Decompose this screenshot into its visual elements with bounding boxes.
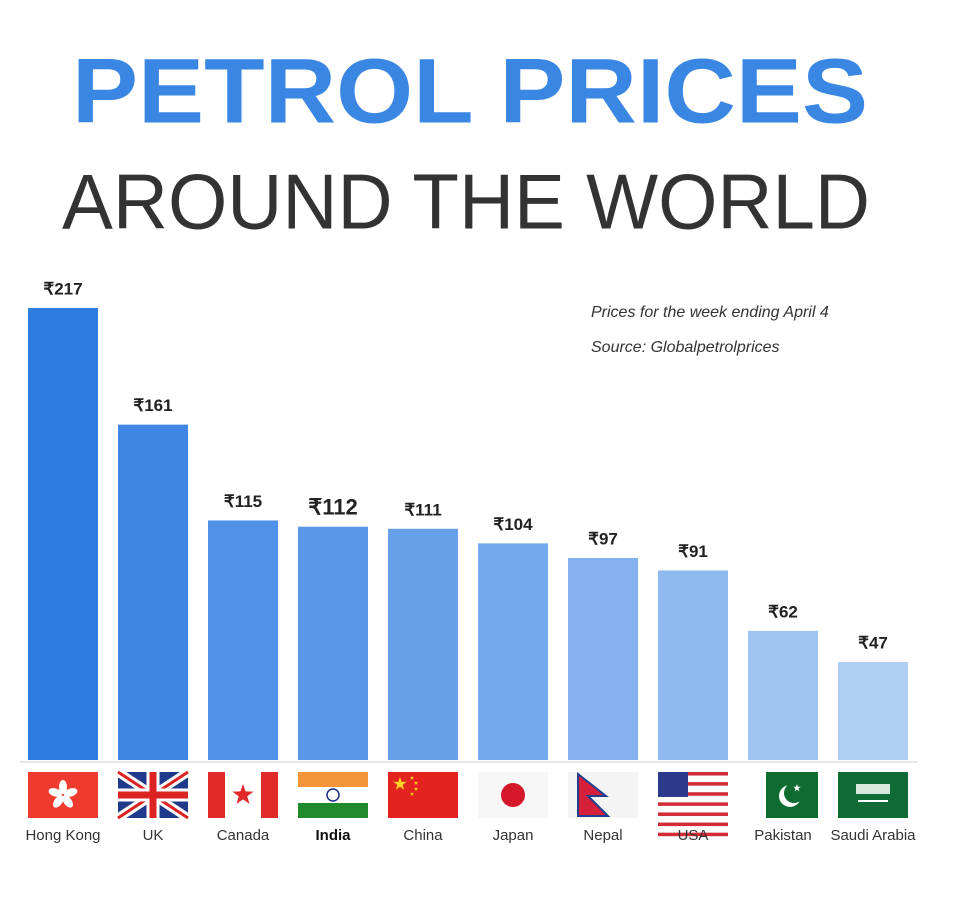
x-tick-label: Hong Kong [25, 827, 100, 844]
flag [208, 772, 278, 818]
flag-band [748, 772, 766, 818]
flag-leaf [232, 784, 254, 804]
flag-pennant [577, 771, 611, 817]
flag-bg [838, 772, 908, 818]
flag-petal [59, 780, 67, 794]
flag [115, 768, 191, 822]
flag [658, 772, 728, 837]
flag-band [261, 772, 278, 818]
bar [118, 424, 188, 760]
value-label: ₹91 [678, 542, 708, 561]
flag-petal [48, 788, 63, 797]
bar [478, 543, 548, 760]
bar [568, 557, 638, 760]
x-tick-label: China [403, 827, 443, 844]
x-tick-label: UK [143, 827, 164, 844]
value-label: ₹104 [493, 515, 533, 534]
flag [298, 772, 368, 818]
x-tick-label: Japan [493, 827, 534, 844]
flag-stripe [658, 772, 728, 776]
bar [658, 570, 728, 760]
flag-star [413, 786, 419, 791]
flag [748, 772, 818, 818]
flag-stripe [658, 832, 728, 837]
flag-cross [118, 772, 188, 818]
x-tick-label: Nepal [583, 827, 622, 844]
flag-star [409, 775, 415, 780]
chart-title: PETROL PRICES [72, 40, 868, 142]
flag-script [856, 784, 890, 794]
bar [298, 526, 368, 760]
flag-star [793, 784, 801, 792]
flag-moon-cut [784, 783, 804, 803]
flag-bg [28, 772, 98, 818]
flag-stripe [658, 802, 728, 806]
value-label: ₹217 [43, 279, 82, 298]
flag [28, 772, 98, 818]
x-tick-label: Saudi Arabia [830, 827, 916, 844]
bar [388, 528, 458, 760]
annotation: Source: Globalpetrolprices [591, 339, 780, 356]
flag-sword [858, 800, 888, 802]
flag [838, 772, 908, 818]
flag-band [298, 772, 368, 787]
value-label: ₹112 [308, 495, 358, 520]
flag-sun [501, 783, 525, 807]
flag-petal [62, 795, 73, 808]
flag-petal [53, 795, 64, 808]
flag-stripe [658, 782, 728, 786]
flag [388, 772, 458, 818]
bar [748, 630, 818, 760]
bar [28, 308, 98, 760]
flag-star [393, 777, 407, 790]
x-tick-label: USA [678, 827, 709, 844]
flag-petal [63, 788, 78, 797]
flag-stripe [658, 792, 728, 796]
value-label: ₹97 [588, 529, 618, 548]
flag-star [409, 791, 415, 796]
value-label: ₹111 [404, 500, 441, 519]
value-label: ₹115 [224, 492, 262, 511]
flag-stripe [658, 822, 728, 827]
x-tick-label: India [315, 827, 351, 844]
flag [568, 771, 638, 818]
value-label: ₹161 [133, 396, 172, 415]
flag-band [298, 803, 368, 818]
value-label: ₹62 [768, 602, 798, 621]
flag [478, 772, 548, 818]
flag-canton [658, 772, 688, 797]
annotation: Prices for the week ending April 4 [591, 304, 829, 321]
flag-wheel [326, 788, 340, 802]
x-tick-label: Canada [217, 827, 270, 844]
flag-star [413, 780, 419, 785]
flag-bg [388, 772, 458, 818]
flag-stripe [658, 812, 728, 816]
bar [838, 662, 908, 760]
bar [208, 520, 278, 760]
x-tick-label: Pakistan [754, 827, 812, 844]
flag-band [298, 787, 368, 803]
flag-band [208, 772, 225, 818]
chart-subtitle: AROUND THE WORLD [62, 158, 870, 246]
value-label: ₹47 [858, 634, 888, 653]
